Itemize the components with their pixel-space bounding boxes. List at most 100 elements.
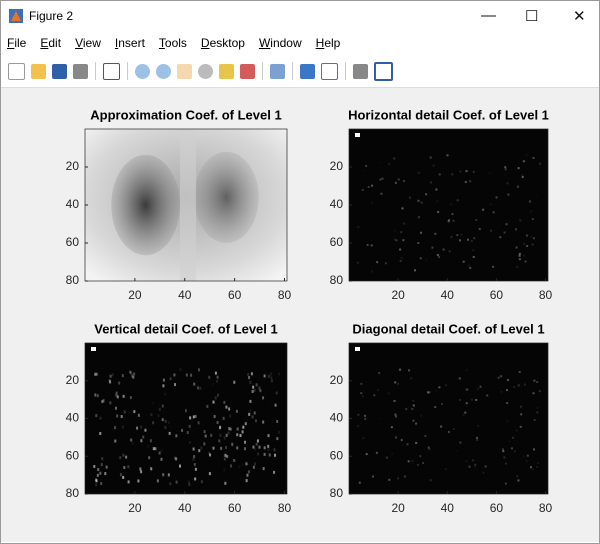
image-speck	[406, 443, 408, 445]
menu-item[interactable]: Edit	[40, 36, 61, 50]
link-button[interactable]	[270, 64, 285, 79]
image-speck	[203, 442, 205, 445]
image-speck	[199, 387, 201, 390]
data-cursor-button[interactable]	[219, 64, 234, 79]
image-speck	[391, 453, 393, 455]
image-speck	[403, 180, 405, 182]
image-speck	[122, 374, 124, 377]
image-speck	[376, 261, 378, 263]
minimize-button[interactable]: —	[481, 7, 496, 24]
image-speck	[133, 410, 135, 413]
image-speck	[262, 396, 264, 399]
image-speck	[395, 437, 397, 439]
brush-button[interactable]	[240, 64, 255, 79]
y-tick-label: 80	[330, 486, 344, 500]
image-speck	[504, 166, 506, 168]
image-speck	[436, 200, 438, 202]
image-speck	[96, 433, 98, 436]
menu-item[interactable]: Help	[316, 36, 341, 50]
image-speck	[451, 213, 453, 215]
image-speck	[249, 409, 251, 412]
image-speck	[502, 448, 504, 450]
y-tick-label: 40	[66, 197, 80, 211]
axes-title: Approximation Coef. of Level 1	[90, 107, 281, 122]
image-speck	[367, 244, 369, 246]
y-tick-label: 60	[330, 235, 344, 249]
menu-item[interactable]: View	[75, 36, 101, 50]
image-speck	[268, 448, 270, 451]
image-speck	[212, 447, 214, 450]
rotate-button[interactable]	[198, 64, 213, 79]
new-button[interactable]	[8, 63, 25, 80]
image-speck	[456, 234, 458, 236]
select-button[interactable]	[103, 63, 120, 80]
image-speck	[188, 483, 190, 486]
image-speck	[109, 401, 111, 404]
close-button[interactable]: ✕	[573, 7, 586, 25]
image-speck	[99, 472, 101, 475]
menu-item[interactable]: Window	[259, 36, 302, 50]
image-speck	[159, 452, 161, 455]
image-speck	[530, 210, 532, 212]
axes-title: Vertical detail Coef. of Level 1	[94, 321, 278, 336]
maximize-button[interactable]: ☐	[525, 7, 538, 25]
image-speck	[96, 373, 98, 376]
print-button[interactable]	[73, 64, 88, 79]
image-speck	[133, 373, 135, 376]
image-speck	[130, 438, 132, 441]
image-speck	[388, 479, 390, 481]
image-speck	[492, 266, 494, 268]
image-speck	[219, 427, 221, 430]
image-speck	[504, 174, 506, 176]
image-speck	[533, 380, 535, 382]
image-speck	[198, 368, 200, 371]
image-speck	[516, 430, 518, 432]
image-speck	[479, 228, 481, 230]
figure: Approximation Coef. of Level 12040608020…	[1, 88, 599, 542]
colorbar-button[interactable]	[300, 64, 315, 79]
save-button[interactable]	[52, 64, 67, 79]
x-tick-label: 60	[490, 288, 504, 302]
image-speck	[131, 372, 133, 375]
image-speck	[223, 468, 225, 471]
image-speck	[498, 377, 500, 379]
menu-item[interactable]: Tools	[159, 36, 187, 50]
menu-item[interactable]: Desktop	[201, 36, 245, 50]
image-speck	[467, 239, 469, 241]
pan-button[interactable]	[177, 64, 192, 79]
hide-tools-button[interactable]	[353, 64, 368, 79]
image-speck	[124, 411, 126, 414]
image-speck	[533, 448, 535, 450]
image-speck	[162, 405, 164, 408]
menu-item[interactable]: File	[7, 36, 26, 50]
image-speck	[252, 430, 254, 433]
legend-button[interactable]	[321, 63, 338, 80]
zoom-in-button[interactable]	[135, 64, 150, 79]
image-speck	[109, 379, 111, 382]
zoom-out-button[interactable]	[156, 64, 171, 79]
image-speck	[394, 414, 396, 416]
menu-item[interactable]: Insert	[115, 36, 145, 50]
image-speck	[163, 379, 165, 382]
image-speck	[264, 374, 266, 377]
image-speck	[488, 400, 490, 402]
dock-button[interactable]	[374, 62, 393, 81]
image-speck	[467, 389, 469, 391]
image-speck	[468, 265, 470, 267]
image-speck	[474, 466, 476, 468]
image-speck	[209, 472, 211, 475]
image-speck	[153, 447, 155, 450]
image-speck	[482, 209, 484, 211]
image-speck	[258, 453, 260, 456]
image-speck	[209, 456, 211, 459]
image-speck	[435, 189, 437, 191]
image-speck	[435, 390, 437, 392]
x-tick-label: 60	[228, 501, 242, 515]
image-speck	[430, 203, 432, 205]
image-speck	[225, 406, 227, 409]
image-speck	[360, 392, 362, 394]
open-button[interactable]	[31, 64, 46, 79]
image-speck	[137, 479, 139, 482]
image-speck	[438, 256, 440, 258]
x-tick-label: 20	[128, 288, 142, 302]
